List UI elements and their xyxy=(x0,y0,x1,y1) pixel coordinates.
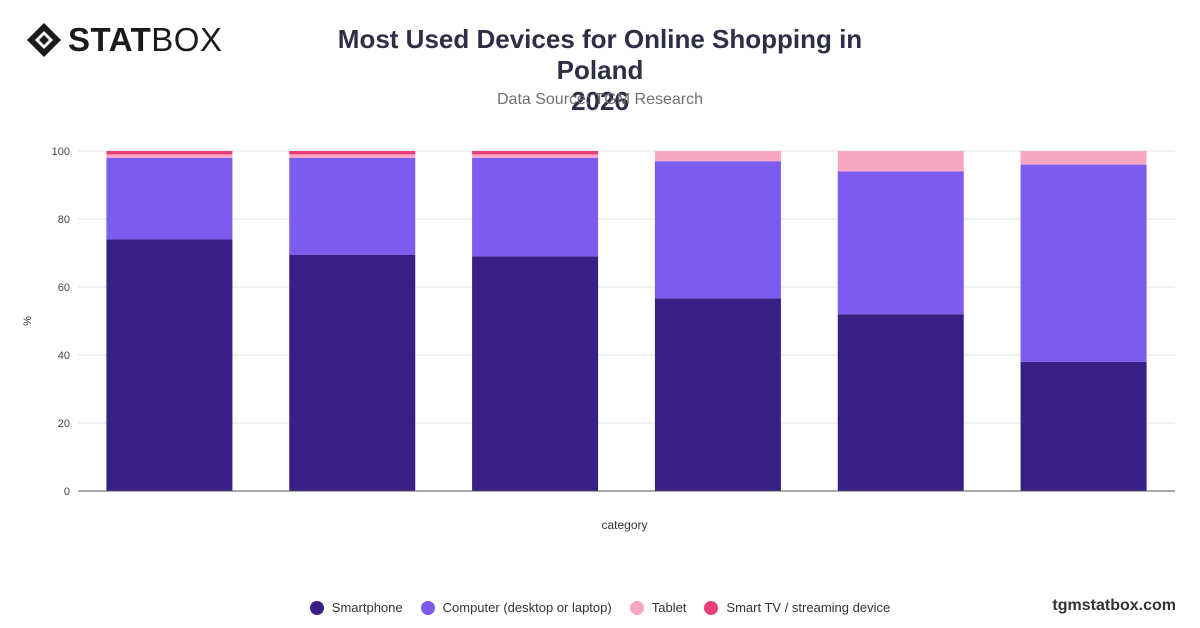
bar-segment-tablet[interactable] xyxy=(106,154,233,158)
bar-segment-smartphone[interactable] xyxy=(289,254,416,491)
legend-item[interactable]: Smartphone xyxy=(309,600,403,615)
legend-swatch xyxy=(309,600,324,615)
chart-subtitle: Data Source: TGM Research xyxy=(496,91,703,108)
legend-item[interactable]: Computer (desktop or laptop) xyxy=(420,600,612,615)
legend-item[interactable]: Smart TV / streaming device xyxy=(704,600,890,615)
bar-segment-smart-tv-streaming-device[interactable] xyxy=(289,151,416,155)
bar-segment-smart-tv-streaming-device[interactable] xyxy=(106,151,233,155)
legend-label: Tablet xyxy=(651,600,687,615)
y-tick-label: 80 xyxy=(58,214,70,226)
bar-segment-tablet[interactable] xyxy=(472,154,599,158)
bar-segment-computer-desktop-or-laptop-[interactable] xyxy=(837,171,964,315)
legend-label: Computer (desktop or laptop) xyxy=(442,600,612,615)
legend-item[interactable]: Tablet xyxy=(629,600,687,615)
legend-swatch xyxy=(704,600,719,615)
brand-url[interactable]: tgmstatbox.com xyxy=(1052,597,1176,614)
y-tick-label: 0 xyxy=(64,486,70,498)
y-tick-label: 40 xyxy=(58,350,70,362)
y-axis-title: % xyxy=(22,316,34,326)
bar-segment-computer-desktop-or-laptop-[interactable] xyxy=(1020,164,1147,362)
bar-segment-tablet[interactable] xyxy=(289,154,416,158)
logo-wordmark: STATBOX xyxy=(68,22,222,58)
bars xyxy=(106,151,1147,491)
statbox-diamond-icon xyxy=(27,23,61,57)
y-tick-label: 20 xyxy=(58,418,70,430)
chart-title-line2: 2026 xyxy=(571,86,629,116)
bar-segment-computer-desktop-or-laptop-[interactable] xyxy=(106,157,233,240)
bar-segment-tablet[interactable] xyxy=(654,151,781,162)
chart-title-line1: Most Used Devices for Online Shopping in… xyxy=(337,24,863,85)
logo-wordmark-light: BOX xyxy=(151,21,223,58)
axes: 0 20 40 60 80 100 category% xyxy=(22,146,1175,532)
chart-title: Most Used Devices for Online Shopping in… xyxy=(300,24,900,117)
logo-wordmark-strong: STAT xyxy=(68,21,152,58)
bar-segment-tablet[interactable] xyxy=(837,151,964,172)
legend-swatch xyxy=(420,600,435,615)
bar-segment-smartphone[interactable] xyxy=(106,239,233,491)
bar-segment-computer-desktop-or-laptop-[interactable] xyxy=(654,161,781,299)
bar-segment-smartphone[interactable] xyxy=(837,314,964,491)
bar-segment-smartphone[interactable] xyxy=(654,298,781,491)
grid-lines xyxy=(78,150,1175,424)
y-tick-label: 60 xyxy=(58,282,70,294)
y-tick-label: 100 xyxy=(52,146,70,158)
bar-segment-smart-tv-streaming-device[interactable] xyxy=(472,151,599,155)
bar-segment-computer-desktop-or-laptop-[interactable] xyxy=(472,157,599,257)
bar-segment-computer-desktop-or-laptop-[interactable] xyxy=(289,157,416,255)
legend-label: Smart TV / streaming device xyxy=(726,600,891,615)
bar-segment-tablet[interactable] xyxy=(1020,151,1147,165)
legend-label: Smartphone xyxy=(331,600,403,615)
legend-swatch xyxy=(629,600,644,615)
chart-legend: Smartphone Computer (desktop or laptop) Ta… xyxy=(0,600,1200,615)
x-axis-title: category xyxy=(601,518,647,532)
statbox-logo: STATBOX xyxy=(26,22,222,58)
bar-segment-smartphone[interactable] xyxy=(1020,361,1147,491)
stacked-bar-chart: 0 20 40 60 80 100 category% xyxy=(22,146,1175,532)
bar-segment-smartphone[interactable] xyxy=(472,256,599,491)
